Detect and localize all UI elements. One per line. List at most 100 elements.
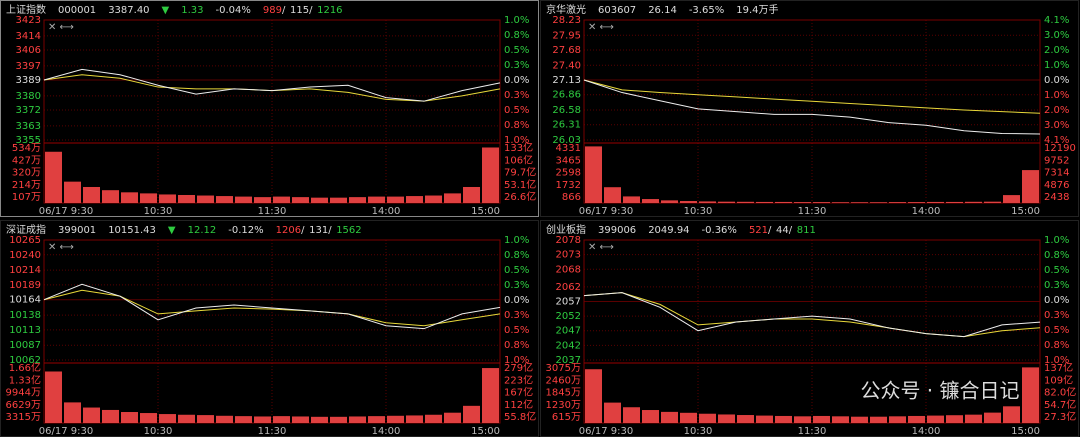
zoom-icons: ✕ ⟷ (588, 242, 614, 253)
volume-bar (756, 201, 773, 203)
volume-bar (965, 414, 982, 423)
price-tick-label: 2073 (556, 250, 581, 261)
price-tick-label: 26.31 (552, 120, 581, 131)
volume-bar (425, 195, 442, 203)
price-tick-label: 26.03 (552, 135, 581, 146)
pct-tick-label: 0.5% (504, 45, 529, 56)
amount-tick-label: 4876 (1044, 180, 1069, 191)
separator: / (282, 5, 286, 16)
header-change: 1.33 (181, 5, 203, 16)
time-label: 11:30 (258, 206, 287, 217)
price-tick-label: 27.40 (552, 60, 581, 71)
amount-tick-label: 55.8亿 (504, 410, 536, 423)
pct-tick-label: 0.5% (1044, 325, 1069, 336)
time-label: 14:00 (912, 206, 941, 217)
volume-bar (235, 416, 252, 423)
volume-bar (699, 201, 716, 203)
price-tick-label: 2062 (556, 282, 581, 293)
panel: 创业板指 399006 2049.94 -0.36% 521/44/811✕ ⟷2078… (540, 220, 1079, 437)
header-up: 989 (263, 5, 282, 16)
pct-tick-label: 0.8% (1044, 340, 1069, 351)
price-line (43, 68, 501, 102)
pct-tick-label: 2.0% (1044, 105, 1069, 116)
time-label: 06/17 9:30 (579, 206, 633, 217)
volume-bar (661, 200, 678, 203)
volume-bar (387, 415, 404, 423)
header-code: 399001 (58, 225, 96, 236)
price-tick-label: 10265 (9, 235, 41, 246)
amount-tick-label: 279亿 (504, 361, 533, 374)
volume-bar (775, 415, 792, 423)
volume-bar (368, 416, 385, 423)
header-code: 399006 (598, 225, 636, 236)
amount-tick-label: 2438 (1044, 192, 1069, 203)
price-tick-label: 2078 (556, 235, 581, 246)
volume-tick-label: 534万 (12, 143, 41, 154)
volume-bar (946, 201, 963, 203)
price-tick-label: 2037 (556, 355, 581, 366)
panel-frame (0, 0, 539, 217)
pct-tick-label: 4.1% (1044, 15, 1069, 26)
plot-frame (43, 239, 501, 424)
price-tick-label: 10214 (9, 265, 41, 276)
volume-bar (406, 415, 423, 423)
volume-bar (273, 196, 290, 203)
pct-tick-label: 3.0% (1044, 30, 1069, 41)
volume-bar (425, 414, 442, 423)
price-line (43, 283, 501, 330)
volume-bar (737, 201, 754, 203)
price-tick-label: 10240 (9, 250, 41, 261)
volume-bar (585, 146, 602, 203)
zoom-icons: ✕ ⟷ (588, 22, 614, 33)
time-label: 06/17 9:30 (39, 426, 93, 437)
pct-tick-label: 0.0% (1044, 75, 1069, 86)
volume-bar (444, 412, 461, 423)
volume-bar (216, 196, 233, 203)
volume-bar (349, 416, 366, 423)
zoom-icons: ✕ ⟷ (48, 22, 74, 33)
time-label: 11:30 (798, 206, 827, 217)
volume-bar (870, 416, 887, 423)
amount-tick-label: 79.7亿 (504, 166, 536, 179)
price-tick-label: 26.86 (552, 90, 581, 101)
volume-bar (946, 415, 963, 423)
time-label: 15:00 (1011, 206, 1040, 217)
pct-tick-label: 1.0% (1044, 355, 1069, 366)
price-tick-label: 3423 (16, 15, 41, 26)
volume-bar (699, 413, 716, 423)
volume-bar (83, 407, 100, 423)
separator: / (301, 225, 305, 236)
price-tick-label: 26.58 (552, 105, 581, 116)
price-tick-label: 10087 (9, 340, 41, 351)
amount-tick-label: 106亿 (504, 153, 533, 166)
time-label: 14:00 (372, 206, 401, 217)
volume-bar (908, 202, 925, 203)
separator: / (309, 5, 313, 16)
price-tick-label: 2047 (556, 326, 581, 337)
zoom-icons: ✕ ⟷ (48, 242, 74, 253)
time-label: 11:30 (258, 426, 287, 437)
volume-tick-label: 2460万 (546, 375, 581, 386)
panel-frame (540, 0, 1079, 217)
volume-tick-label: 866 (562, 192, 581, 203)
amount-tick-label: 54.7亿 (1044, 398, 1076, 411)
volume-bar (889, 416, 906, 423)
volume-bar (387, 196, 404, 203)
time-label: 10:30 (684, 426, 713, 437)
volume-bar (83, 186, 100, 203)
volume-bar (718, 414, 735, 423)
volume-bar (254, 416, 271, 423)
pct-tick-label: 0.5% (504, 105, 529, 116)
volume-bar (1003, 195, 1020, 203)
price-tick-label: 10138 (9, 310, 41, 321)
volume-bar (927, 415, 944, 423)
volume-tick-label: 107万 (12, 192, 41, 203)
time-label: 15:00 (1011, 426, 1040, 437)
pct-tick-label: 0.3% (1044, 280, 1069, 291)
plot-frame (43, 19, 501, 204)
header-arrow: ▼ (162, 5, 170, 16)
panel: 上证指数 000001 3387.40 ▼ 1.33 -0.04% 989/115/1216… (0, 0, 539, 217)
price-tick-label: 3414 (16, 31, 41, 42)
price-tick-label: 28.23 (552, 15, 581, 26)
